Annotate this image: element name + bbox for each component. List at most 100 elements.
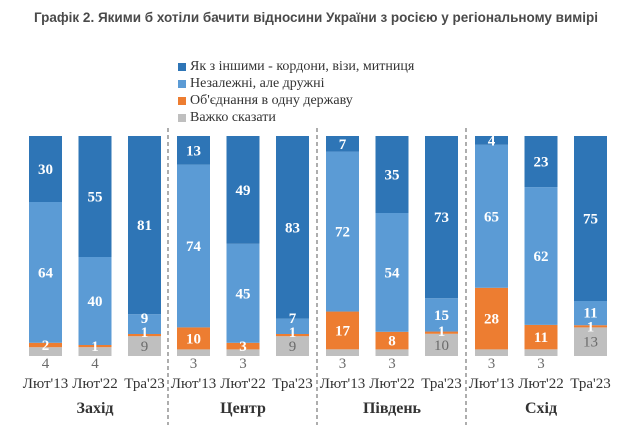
bar-segment bbox=[475, 144, 508, 288]
legend-item-hard-to-say: Важко сказати bbox=[178, 109, 414, 126]
bar-segment bbox=[574, 327, 607, 356]
data-label: 83 bbox=[285, 220, 300, 236]
bar-segment bbox=[29, 347, 62, 356]
data-label: 10 bbox=[186, 331, 201, 347]
bar-segment bbox=[524, 136, 558, 188]
legend-swatch-unification bbox=[178, 96, 186, 105]
legend-item-unification: Об'єднання в одну державу bbox=[178, 92, 414, 109]
bar-segment bbox=[524, 349, 558, 356]
bar-segment bbox=[276, 318, 309, 334]
category-label: Лют'13 bbox=[171, 376, 216, 392]
legend-label-independent-friendly: Незалежні, але дружні bbox=[190, 76, 325, 91]
bar-segment bbox=[226, 243, 260, 343]
data-label: 9 bbox=[289, 339, 297, 355]
data-label: 9 bbox=[141, 311, 149, 327]
bar-segment bbox=[29, 342, 62, 348]
bar-segment bbox=[226, 349, 260, 356]
data-label: 45 bbox=[236, 286, 251, 302]
category-label: Лют'13 bbox=[320, 376, 365, 392]
group-label: Центр bbox=[220, 400, 266, 417]
data-label: 74 bbox=[186, 239, 202, 255]
legend-swatch-borders bbox=[178, 62, 186, 71]
legend: Як з іншими - кордони, візи, митниця Нез… bbox=[178, 58, 415, 126]
bar-segment bbox=[29, 202, 62, 343]
category-label: Лют'22 bbox=[72, 376, 117, 392]
bar-segment bbox=[425, 298, 458, 332]
legend-label-unification: Об'єднання в одну державу bbox=[190, 93, 353, 108]
group-label: Захід bbox=[77, 400, 114, 417]
category-label: Лют'22 bbox=[220, 376, 265, 392]
data-label: 73 bbox=[434, 210, 449, 226]
category-label: Тра'23 bbox=[570, 376, 610, 392]
data-label: 3 bbox=[388, 356, 396, 372]
bar-segment bbox=[128, 336, 161, 356]
bar-segment bbox=[375, 213, 409, 332]
data-label: 4 bbox=[42, 356, 50, 372]
data-label: 1 bbox=[141, 325, 149, 341]
data-label: 7 bbox=[289, 311, 297, 327]
bar-segment bbox=[78, 347, 112, 356]
bar-segment bbox=[78, 345, 112, 348]
bar-segment bbox=[177, 136, 210, 165]
chart-title: Графік 2. Якими б хотіли бачити відносин… bbox=[33, 10, 599, 25]
bar-segment bbox=[177, 164, 210, 328]
bar-segment bbox=[574, 301, 607, 326]
data-label: 40 bbox=[88, 294, 103, 310]
category-label: Лют'22 bbox=[518, 376, 563, 392]
data-label: 2 bbox=[42, 338, 50, 354]
bar-segment bbox=[29, 136, 62, 202]
bar-segment bbox=[326, 311, 359, 350]
data-label: 1 bbox=[438, 324, 446, 340]
bar-segment bbox=[524, 324, 558, 350]
data-label: 81 bbox=[137, 218, 152, 234]
bar-segment bbox=[425, 333, 458, 356]
bar-segment bbox=[226, 342, 260, 350]
bar-segment bbox=[524, 187, 558, 325]
bar-segment bbox=[375, 136, 409, 213]
bar-segment bbox=[78, 136, 112, 257]
data-label: 13 bbox=[186, 143, 201, 159]
bar-segment bbox=[475, 136, 508, 145]
category-label: Лют'13 bbox=[23, 376, 68, 392]
bar-segment bbox=[375, 331, 409, 350]
category-label: Лют'13 bbox=[469, 376, 514, 392]
category-label: Лют'22 bbox=[369, 376, 414, 392]
group-label: Схід bbox=[525, 400, 557, 417]
bar-segment bbox=[326, 349, 359, 356]
data-label: 30 bbox=[38, 162, 53, 178]
bar-segment bbox=[128, 334, 161, 337]
legend-item-borders: Як з іншими - кордони, візи, митниця bbox=[178, 58, 414, 75]
data-label: 13 bbox=[583, 335, 598, 351]
data-label: 11 bbox=[534, 330, 548, 346]
data-label: 64 bbox=[38, 265, 54, 281]
bar-segment bbox=[276, 136, 309, 319]
data-label: 3 bbox=[339, 356, 347, 372]
category-label: Тра'23 bbox=[124, 376, 164, 392]
bar-segment bbox=[276, 334, 309, 337]
bar-segment bbox=[276, 336, 309, 356]
data-label: 3 bbox=[537, 356, 545, 372]
group-label: Південь bbox=[363, 400, 422, 417]
data-label: 72 bbox=[335, 225, 350, 241]
data-label: 28 bbox=[484, 312, 499, 328]
bar-segment bbox=[425, 136, 458, 299]
legend-label-borders: Як з іншими - кордони, візи, митниця bbox=[190, 59, 415, 74]
bar-segment bbox=[425, 331, 458, 334]
data-label: 10 bbox=[434, 338, 449, 354]
bar-segment bbox=[128, 136, 161, 315]
data-label: 15 bbox=[434, 308, 449, 324]
bar-segment bbox=[226, 136, 260, 244]
data-label: 1 bbox=[289, 325, 297, 341]
data-label: 75 bbox=[583, 212, 598, 228]
data-label: 3 bbox=[190, 356, 198, 372]
bar-segment bbox=[177, 327, 210, 350]
data-label: 1 bbox=[91, 339, 99, 355]
data-label: 23 bbox=[534, 155, 549, 171]
data-label: 35 bbox=[385, 168, 400, 184]
bar-segment bbox=[326, 151, 359, 312]
data-label: 9 bbox=[141, 339, 149, 355]
category-label: Тра'23 bbox=[421, 376, 461, 392]
legend-swatch-hard-to-say bbox=[178, 113, 186, 122]
bar-segment bbox=[375, 349, 409, 356]
